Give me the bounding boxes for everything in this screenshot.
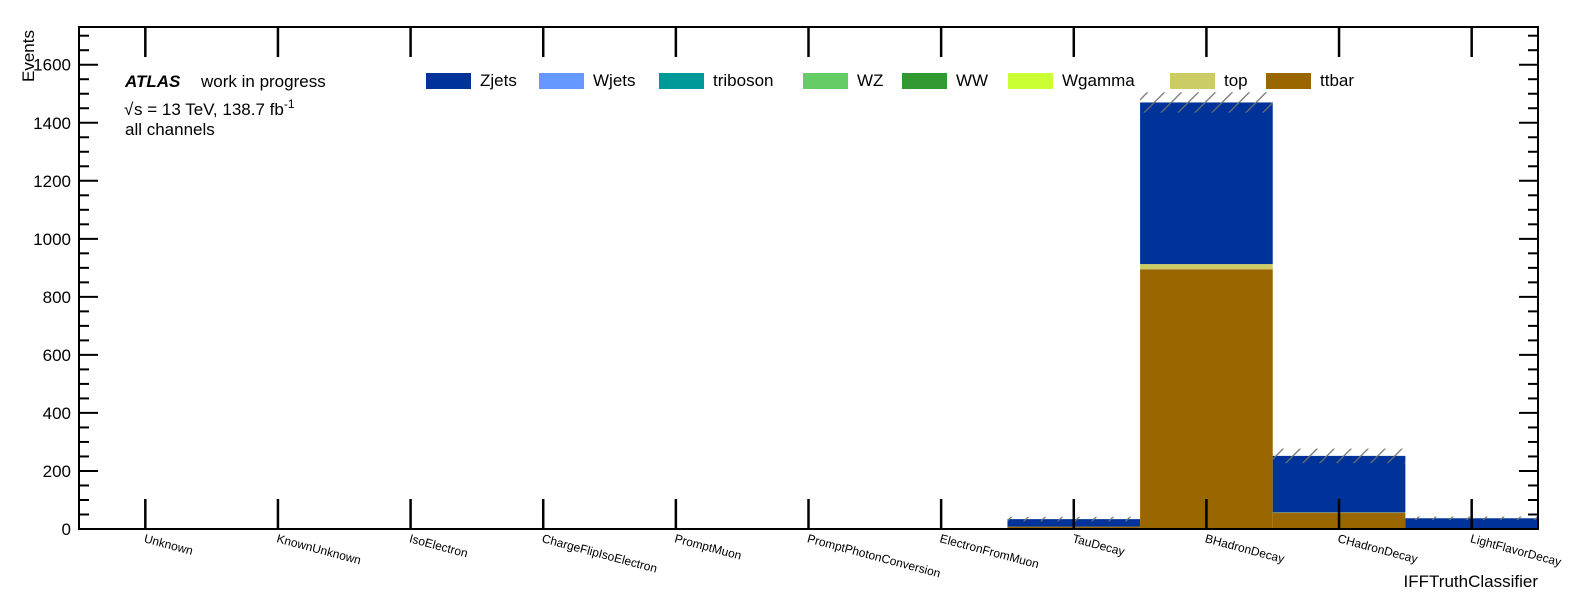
atlas-experiment: ATLAS <box>124 72 181 91</box>
x-tick-label: KnownUnknown <box>275 531 362 567</box>
x-tick-label: PromptMuon <box>673 531 743 562</box>
legend-label-ttbar: ttbar <box>1320 71 1354 90</box>
y-axis: 0 200 400 600 800 1000 1200 1400 1600 <box>33 34 1538 539</box>
bar-top-BHadronDecay <box>1140 264 1273 270</box>
x-axis-label: IFFTruthClassifier <box>1404 572 1539 591</box>
legend-swatch-WZ <box>803 73 848 89</box>
legend-label-Wjets: Wjets <box>593 71 636 90</box>
y-tick-label: 400 <box>43 404 71 423</box>
legend-label-Zjets: Zjets <box>480 71 517 90</box>
legend-swatch-Zjets <box>426 73 471 89</box>
y-tick-label: 0 <box>62 520 71 539</box>
channel-text: all channels <box>125 120 215 139</box>
x-tick-label: IsoElectron <box>408 531 470 560</box>
atlas-status: work in progress <box>200 72 326 91</box>
legend-swatch-WW <box>902 73 947 89</box>
uncertainty-BHadronDecay <box>1140 92 1273 113</box>
legend-label-top: top <box>1224 71 1248 90</box>
y-tick-label: 800 <box>43 288 71 307</box>
x-tick-label: ChargeFlipIsoElectron <box>540 531 658 575</box>
bars <box>1007 102 1538 529</box>
legend-label-triboson: triboson <box>713 71 773 90</box>
legend-swatch-top <box>1170 73 1215 89</box>
legend-label-WZ: WZ <box>857 71 883 90</box>
y-axis-label: Events <box>19 30 38 82</box>
energy-lumi-sup: -1 <box>284 97 295 111</box>
x-tick-label: Unknown <box>143 531 195 557</box>
legend-swatch-Wgamma <box>1008 73 1053 89</box>
bar-ttbar-BHadronDecay <box>1140 269 1273 529</box>
y-tick-label: 200 <box>43 462 71 481</box>
legend-swatch-Wjets <box>539 73 584 89</box>
sqrt-symbol: √ <box>124 100 134 119</box>
y-tick-label: 1000 <box>33 230 71 249</box>
legend-swatch-ttbar <box>1266 73 1311 89</box>
x-tick-label: BHadronDecay <box>1204 531 1286 566</box>
x-tick-label: CHadronDecay <box>1336 531 1419 566</box>
x-tick-label: LightFlavorDecay <box>1469 531 1563 569</box>
legend: Zjets Wjets triboson WZ WW Wgamma top ttbar <box>426 71 1354 90</box>
legend-swatch-triboson <box>659 73 704 89</box>
bar-Zjets-BHadronDecay <box>1140 102 1273 265</box>
y-tick-label: 600 <box>43 346 71 365</box>
atlas-label: ATLAS work in progress √ s = 13 TeV, 138… <box>124 72 326 139</box>
x-tick-label: ElectronFromMuon <box>938 531 1040 571</box>
uncertainty-CHadronDecay <box>1272 448 1406 464</box>
x-tick-label: PromptPhotonConversion <box>806 531 942 580</box>
y-tick-label: 1600 <box>33 56 71 75</box>
energy-lumi-main: s = 13 TeV, 138.7 fb <box>134 100 284 119</box>
legend-label-Wgamma: Wgamma <box>1062 71 1135 90</box>
y-tick-label: 1400 <box>33 114 71 133</box>
y-tick-label: 1200 <box>33 172 71 191</box>
legend-label-WW: WW <box>956 71 988 90</box>
energy-lumi-text: s = 13 TeV, 138.7 fb-1 <box>134 97 295 119</box>
x-tick-label: TauDecay <box>1071 531 1126 558</box>
